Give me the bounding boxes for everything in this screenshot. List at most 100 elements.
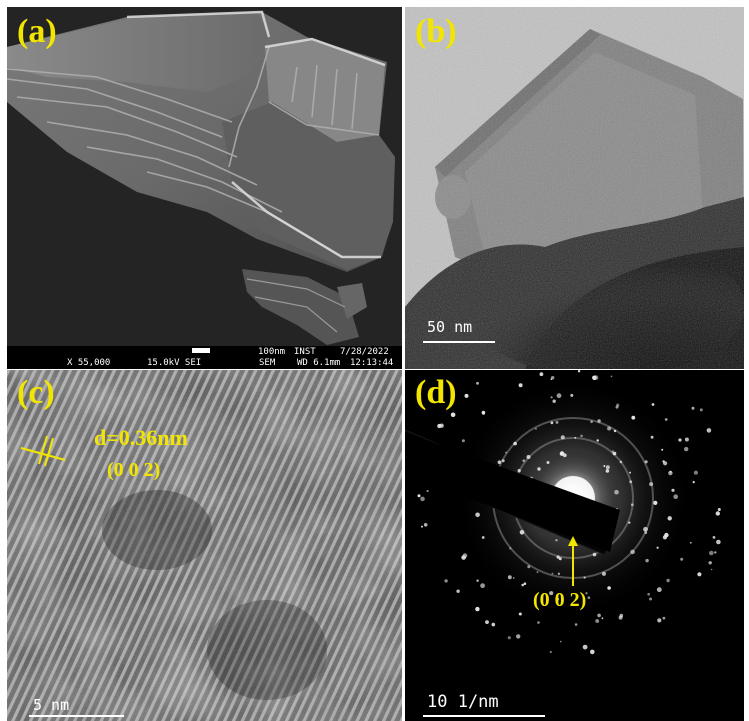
diffraction-spot — [667, 516, 672, 521]
saed-plane-label: (0 0 2) — [533, 589, 587, 611]
diffraction-spot — [556, 597, 560, 601]
diffraction-spot — [662, 535, 667, 540]
diffraction-spot — [574, 623, 578, 626]
diffraction-spot — [653, 500, 658, 505]
diffraction-spot — [550, 421, 554, 425]
hrtem-plane-label: (0 0 2) — [107, 459, 161, 481]
d-spacing-marker-icon — [20, 435, 66, 467]
diffraction-spot — [614, 489, 619, 495]
diffraction-spot — [512, 577, 515, 579]
diffraction-spot — [662, 616, 666, 620]
diffraction-spot — [557, 572, 561, 575]
diffraction-spot — [555, 420, 559, 424]
diffraction-spot — [556, 555, 560, 559]
diffraction-spot — [691, 406, 695, 410]
diffraction-spot — [673, 494, 678, 499]
diffraction-spot — [628, 521, 631, 524]
saed-scale-bar — [423, 715, 545, 717]
diffraction-spot — [714, 551, 717, 554]
hrtem-scale-text: 5 nm — [33, 696, 70, 714]
diffraction-spot — [678, 438, 682, 442]
diffraction-spot — [590, 649, 595, 655]
diffraction-spot — [592, 552, 597, 557]
diffraction-spot — [461, 439, 465, 443]
diffraction-spot — [645, 558, 649, 563]
diffraction-spot — [518, 612, 522, 616]
diffraction-spot — [546, 461, 550, 464]
diffraction-spot — [680, 557, 684, 561]
diffraction-spot — [536, 571, 539, 573]
diffraction-spot — [481, 536, 485, 539]
diffraction-spot — [644, 460, 648, 464]
diffraction-spot — [549, 591, 554, 596]
diffraction-spot — [692, 481, 695, 484]
diffraction-spot — [423, 523, 428, 527]
diffraction-spot — [537, 467, 541, 471]
diffraction-spot — [712, 536, 716, 539]
diffraction-spot — [619, 460, 623, 464]
diffraction-spot — [651, 403, 655, 406]
diffraction-spot — [555, 539, 558, 542]
diffraction-spot — [450, 412, 456, 418]
diffraction-spot — [476, 579, 479, 582]
diffraction-spot — [507, 575, 512, 580]
diffraction-spot — [693, 470, 698, 475]
diffraction-spot — [481, 410, 486, 415]
diffraction-spot — [549, 650, 552, 654]
diffraction-spot — [501, 459, 505, 463]
diffraction-spot — [706, 428, 712, 433]
d-spacing-label: d=0.36nm — [94, 425, 188, 450]
diffraction-spot — [612, 451, 617, 456]
diffraction-spot — [616, 403, 620, 407]
diffraction-spot — [475, 512, 480, 518]
diffraction-spot — [444, 579, 448, 583]
panel-c-label: (c) — [17, 374, 55, 411]
diffraction-spot — [513, 441, 517, 446]
diffraction-spot — [684, 446, 689, 452]
diffraction-spot — [551, 376, 555, 380]
panel-a-sem-image: (a) 100nm INST 7/28/2022 X 55,000 15.0kV… — [7, 7, 402, 369]
diffraction-spot — [464, 393, 469, 398]
diffraction-spot — [661, 448, 664, 451]
sem-time: 12:13:44 — [350, 358, 394, 368]
diffraction-spot — [597, 419, 601, 423]
diffraction-spot — [509, 547, 512, 550]
diffraction-spot — [610, 375, 613, 378]
diffraction-spot — [559, 451, 565, 456]
diffraction-spot — [611, 450, 614, 453]
sem-mode: SEM — [259, 358, 276, 368]
diffraction-spot — [717, 508, 721, 511]
hrtem-scale-bar — [29, 715, 124, 717]
diffraction-spot — [689, 541, 692, 544]
diffraction-spot — [519, 530, 525, 535]
diffraction-spot — [577, 370, 581, 373]
diffraction-spot — [710, 568, 713, 571]
diffraction-spot — [505, 451, 507, 454]
plane-arrow-icon — [568, 536, 578, 586]
diffraction-spot — [582, 644, 588, 650]
diffraction-spot — [647, 592, 651, 596]
sem-scale-bar — [192, 348, 210, 353]
diffraction-spot — [517, 469, 521, 473]
diffraction-spot — [552, 399, 556, 403]
diffraction-spot — [656, 546, 659, 549]
diffraction-spot — [521, 583, 524, 587]
diffraction-spot — [420, 496, 425, 502]
diffraction-spot — [629, 471, 631, 474]
diffraction-spot — [596, 439, 599, 442]
diffraction-spot — [601, 617, 604, 620]
diffraction-spot — [570, 393, 574, 397]
diffraction-spot — [650, 435, 654, 439]
diffraction-spot — [597, 613, 601, 618]
panel-a-label: (a) — [17, 13, 57, 50]
diffraction-spot — [551, 572, 554, 575]
diffraction-spot — [580, 434, 583, 438]
diffraction-spot — [664, 418, 668, 421]
diffraction-spot — [592, 375, 597, 381]
panel-d-label: (d) — [415, 374, 457, 411]
diffraction-spot — [644, 531, 648, 534]
diffraction-spot — [456, 589, 460, 593]
diffraction-spot — [668, 470, 673, 476]
diffraction-spot — [715, 511, 720, 516]
panel-b-label: (b) — [415, 13, 457, 50]
